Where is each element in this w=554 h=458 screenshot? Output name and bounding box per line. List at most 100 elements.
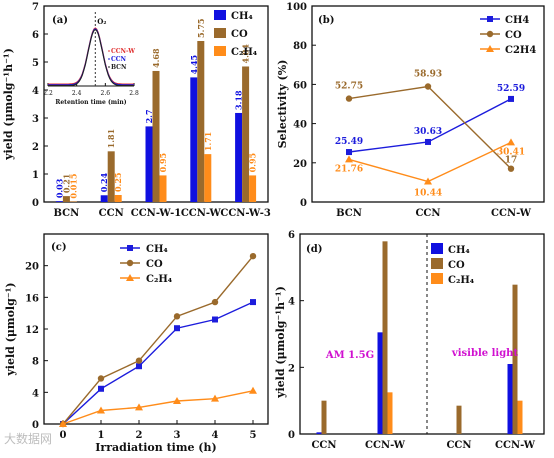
panel-c-point-ch4 [212, 317, 218, 323]
panel-d-legend-swatch [431, 258, 443, 269]
panel-c-legend-label: C₂H₄ [146, 274, 173, 285]
panel-c-ytick-label: 20 [25, 262, 39, 273]
panel-a-bar-label: 1.71 [203, 132, 213, 151]
panel-b-point-ch4 [425, 139, 431, 145]
panel-c-ytick-label: 12 [25, 325, 39, 336]
panel-a-ytick-label: 3 [32, 114, 39, 125]
panel-d-bar-c2h4 [518, 401, 523, 434]
panel-b-data-label: 25.49 [335, 137, 363, 147]
panel-b-point-c2h4 [345, 155, 353, 162]
panel-d-legend-label: CO [448, 260, 465, 271]
panel-b-data-label: 52.59 [497, 84, 525, 94]
panel-c-xlabel: Irradiation time (h) [95, 441, 216, 454]
panel-d-ytick-label: 0 [288, 430, 295, 441]
panel-b-data-label: 52.75 [335, 82, 363, 92]
panel-c-point-co [212, 299, 218, 305]
panel-c-point-ch4 [136, 363, 142, 369]
panel-b-point-co [508, 165, 514, 171]
panel-a-bar-label: 0.25 [113, 173, 123, 192]
panel-a-bar-ch4 [101, 195, 108, 202]
panel-a-bar-ch4 [235, 113, 242, 202]
panel-c-line-c2h4 [63, 391, 253, 424]
panel-a-bar-label: 0.015 [68, 174, 78, 199]
panel-d-tag: (d) [306, 244, 322, 255]
panel-a-ytick-label: 5 [32, 58, 39, 69]
panel-a-ylabel: yield (μmolg⁻¹h⁻¹) [2, 48, 15, 161]
panel-b-legend-label: C2H4 [505, 45, 536, 56]
panel-b-ytick-label: 20 [293, 159, 307, 170]
panel-d-ytick-label: 4 [288, 297, 295, 308]
panel-b-legend-label: CH4 [505, 15, 529, 26]
panel-a-ytick-label: 0 [32, 198, 39, 209]
panel-b-point-co [425, 83, 431, 89]
panel-b-legend-marker [487, 16, 493, 22]
panel-b-data-label: 21.76 [335, 164, 363, 174]
panel-c-point-ch4 [250, 299, 256, 305]
panel-c-point-ch4 [98, 386, 104, 392]
panel-a-bar-label: 1.81 [106, 129, 116, 148]
panel-c-xtick-label: 3 [174, 430, 181, 441]
panel-a-inset-xlabel: Retention time (min) [55, 99, 126, 106]
panel-a-bar-ch4 [56, 201, 63, 202]
panel-d-bar-ch4 [317, 432, 322, 434]
panel-c-xtick-label: 0 [60, 430, 67, 441]
panel-a-legend-swatch [214, 28, 226, 38]
panel-d-bar-c2h4 [388, 392, 393, 434]
panel-a-tag: (a) [52, 15, 68, 26]
panel-c-point-c2h4 [249, 387, 257, 394]
panel-b-xtick-label: CCN-W [491, 208, 532, 219]
panel-a-legend-label: CH₄ [231, 11, 253, 22]
panel-b-ytick-label: 80 [293, 41, 307, 52]
panel-a-ytick-label: 6 [32, 30, 39, 41]
panel-c-tag: (c) [51, 242, 67, 253]
panel-b-data-label: 10.44 [414, 189, 442, 199]
panel-a-legend-swatch [214, 46, 226, 56]
panel-a-inset-tick-label: 2.4 [72, 90, 82, 97]
panel-a-inset-tick-label: 2.6 [101, 90, 111, 97]
panel-a-bar-label: 4.68 [151, 48, 161, 68]
panel-a-ytick-label: 4 [32, 86, 39, 97]
panel-d-ylabel: yield (μmolg⁻¹h⁻¹) [274, 286, 287, 399]
panel-a-bar-label: 5.75 [196, 19, 206, 38]
panel-a-bar-co [153, 71, 160, 202]
panel-c-point-ch4 [174, 325, 180, 331]
panel-c-ytick-label: 16 [25, 293, 39, 304]
panel-d-ytick-label: 2 [288, 363, 295, 374]
panel-b-ytick-label: 60 [293, 80, 307, 91]
panel-d-bar-co [383, 241, 388, 434]
panel-a-ytick-label: 1 [32, 170, 39, 181]
panel-c-xtick-label: 4 [212, 430, 219, 441]
panel-c-legend-marker [127, 260, 133, 266]
panel-d-bar-ch4 [378, 332, 383, 434]
panel-a-inset-peak-label: O₂ [97, 17, 106, 26]
panel-c-ytick-label: 4 [32, 388, 39, 399]
panel-d-xtick-label: CCN-W [495, 440, 536, 451]
panel-a-xtick-label: CCN-W-1 [131, 208, 181, 219]
panel-a-ytick-label: 7 [32, 2, 39, 13]
panel-d-legend-label: CH₄ [448, 245, 470, 256]
panel-a-inset-tick-label: 2.8 [129, 90, 139, 97]
panel-a-xtick-label: CCN-W [181, 208, 222, 219]
panel-b-ytick-label: 40 [293, 120, 307, 131]
panel-d-xtick-label: CCN-W [365, 440, 406, 451]
panel-a-xtick-label: BCN [54, 208, 80, 219]
panel-c-point-co [136, 357, 142, 363]
panel-a-inset-legend-label: BCN [111, 64, 127, 71]
panel-a-inset-tick-label: 2.2 [43, 90, 53, 97]
panel-c-point-co [250, 253, 256, 259]
panel-a-legend-swatch [214, 10, 226, 20]
panel-d-legend-label: C₂H₄ [448, 275, 475, 286]
panel-b-ytick-label: 0 [300, 198, 307, 209]
panel-a-bar-c2h4 [249, 175, 256, 202]
panel-d-legend-swatch [431, 273, 443, 284]
panel-b-ylabel: Selectivity (%) [276, 60, 289, 149]
panel-c-xtick-label: 5 [250, 430, 257, 441]
panel-b-data-label: 30.41 [497, 147, 525, 157]
panel-b-point-co [346, 95, 352, 101]
panel-d-bar-co [322, 401, 327, 434]
panel-a-bar-c2h4 [204, 154, 211, 202]
panel-c-ylabel: yield (μmolg⁻¹) [4, 282, 17, 376]
panel-a-bar-label: 0.95 [158, 153, 168, 172]
panel-a-bar-c2h4 [115, 195, 122, 202]
